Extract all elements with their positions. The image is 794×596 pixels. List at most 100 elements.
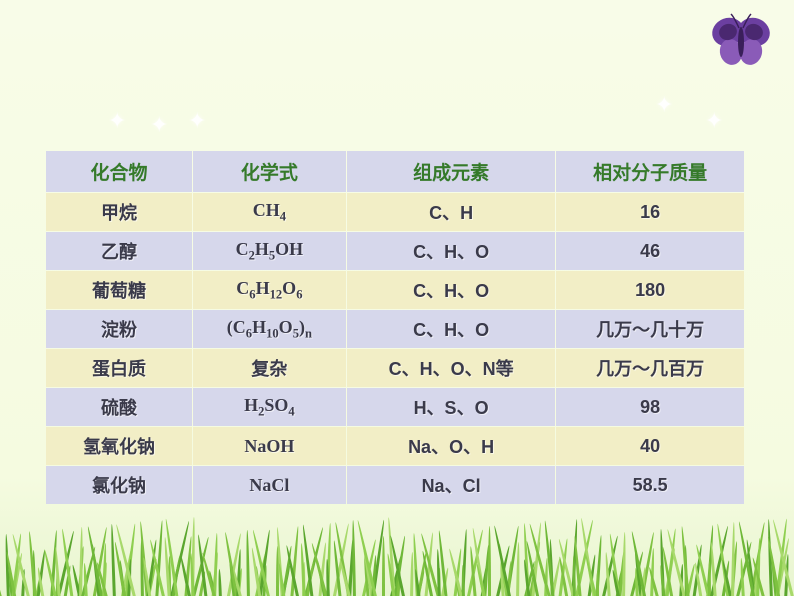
cell-elements: Na、O、H <box>347 427 556 465</box>
grass-blade <box>499 562 505 596</box>
grass-blade <box>735 541 753 596</box>
grass-blade <box>420 533 441 596</box>
cell-compound: 葡萄糖 <box>46 271 192 309</box>
grass-blade <box>580 518 596 596</box>
compound-table-container: 化合物 化学式 组成元素 相对分子质量 甲烷CH4C、H16乙醇C2H5OHC、… <box>45 150 745 505</box>
grass-blade <box>640 567 647 596</box>
grass-blade <box>139 521 149 596</box>
grass-blade <box>437 568 441 596</box>
grass-blade <box>648 567 660 596</box>
grass-blade <box>201 552 217 596</box>
table-header-row: 化合物 化学式 组成元素 相对分子质量 <box>46 151 744 192</box>
grass-blade <box>483 545 490 596</box>
cell-compound: 甲烷 <box>46 193 192 231</box>
grass-blade <box>12 534 32 596</box>
grass-blade <box>101 562 108 596</box>
grass-blade <box>634 568 639 596</box>
grass-blade <box>250 547 261 596</box>
grass-blade <box>745 539 756 596</box>
grass-blade <box>169 521 190 596</box>
grass-blade <box>650 548 655 596</box>
cell-mass: 几万～几百万 <box>556 349 744 387</box>
cell-compound: 氯化钠 <box>46 466 192 504</box>
grass-blade <box>622 532 626 596</box>
butterfly-icon <box>706 12 776 72</box>
grass-blade <box>659 565 666 596</box>
grass-blade <box>352 520 356 596</box>
grass-blade <box>61 529 74 596</box>
grass-blade <box>120 543 134 596</box>
grass-blade <box>767 537 781 596</box>
grass-blade <box>604 552 610 596</box>
grass-blade <box>11 553 23 596</box>
grass-blade <box>498 543 509 596</box>
grass-blade <box>280 565 291 596</box>
cell-compound: 氢氧化钠 <box>46 427 192 465</box>
grass-blade <box>495 545 511 596</box>
grass-blade <box>587 554 597 596</box>
grass-blade <box>447 548 463 596</box>
header-mass: 相对分子质量 <box>556 151 744 192</box>
cell-compound: 蛋白质 <box>46 349 192 387</box>
grass-blade <box>516 542 520 596</box>
grass-blade <box>695 544 711 596</box>
cell-mass: 16 <box>556 193 744 231</box>
grass-blade <box>333 540 342 596</box>
grass-blade <box>753 557 761 596</box>
grass-blade <box>213 533 218 596</box>
grass-blade <box>165 519 180 596</box>
grass-blade <box>276 546 279 596</box>
grass-blade <box>8 570 14 596</box>
grass-blade <box>506 561 512 596</box>
grass-blade <box>768 519 774 596</box>
sparkle-icon: ✦ <box>150 112 168 138</box>
table-row: 甲烷CH4C、H16 <box>46 193 744 231</box>
grass-blade <box>363 556 370 596</box>
grass-blade <box>523 523 530 596</box>
grass-blade <box>475 564 486 596</box>
grass-blade <box>155 520 164 596</box>
cell-mass: 98 <box>556 388 744 426</box>
grass-blade <box>325 559 329 596</box>
cell-mass: 180 <box>556 271 744 309</box>
grass-blade <box>544 558 548 596</box>
grass-blade <box>79 527 83 596</box>
grass-blade <box>595 535 603 596</box>
grass-blade <box>326 523 332 596</box>
grass-blade <box>722 560 734 596</box>
grass-blade <box>301 524 313 596</box>
grass-blade <box>601 535 619 596</box>
sparkle-icon: ✦ <box>655 92 673 118</box>
grass-blade <box>300 543 306 596</box>
cell-formula: CH4 <box>193 193 346 231</box>
grass-blade <box>146 539 158 596</box>
grass-blade <box>452 566 461 596</box>
grass-blade <box>466 529 484 596</box>
grass-blade <box>142 557 152 596</box>
cell-elements: C、H、O <box>347 310 556 348</box>
grass-blade <box>640 532 655 596</box>
grass-blade <box>612 569 622 596</box>
grass-blade <box>461 529 468 596</box>
table-row: 蛋白质复杂C、H、O、N等几万～几百万 <box>46 349 744 387</box>
grass-blade <box>149 539 166 596</box>
grass-blade <box>660 529 666 596</box>
grass-blade <box>332 523 350 596</box>
grass-blade <box>191 517 195 596</box>
grass-blade <box>224 532 239 596</box>
grass-blade <box>684 545 688 596</box>
grass-blade <box>663 548 676 596</box>
grass-blade <box>168 556 171 596</box>
grass-blade <box>258 529 271 596</box>
grass-blade <box>119 560 126 596</box>
grass-blade <box>77 546 85 596</box>
grass-blade <box>190 553 196 596</box>
grass-blade <box>389 555 402 596</box>
grass-blade <box>596 571 599 596</box>
grass-blade <box>348 539 354 596</box>
grass-blade <box>218 569 222 596</box>
grass-blade <box>730 541 738 596</box>
cell-formula: C6H12O6 <box>193 271 346 309</box>
grass-blade <box>184 536 193 596</box>
grass-blade <box>558 539 576 596</box>
